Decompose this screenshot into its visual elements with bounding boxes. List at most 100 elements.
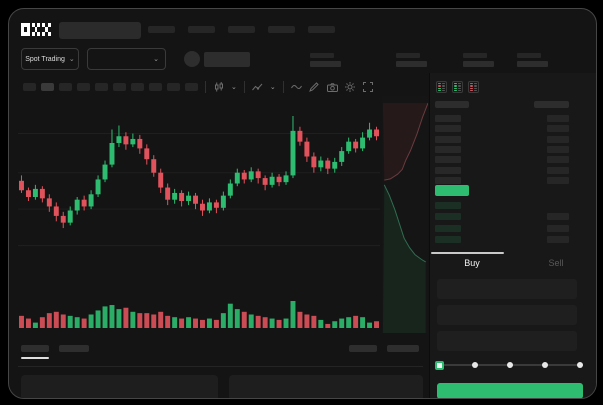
gear-icon[interactable] bbox=[345, 82, 356, 93]
nav-item[interactable] bbox=[148, 26, 175, 33]
timeframe-button[interactable] bbox=[95, 83, 108, 91]
candle-body bbox=[165, 187, 171, 200]
candle-body bbox=[353, 141, 359, 149]
candle-body bbox=[95, 179, 101, 195]
amount-field[interactable] bbox=[437, 305, 577, 325]
orderbook-bid-row[interactable] bbox=[430, 200, 596, 211]
volume-bar bbox=[193, 318, 198, 328]
orderbook-bid-row[interactable] bbox=[430, 211, 596, 222]
fullscreen-icon[interactable] bbox=[363, 82, 374, 93]
candle-body bbox=[339, 151, 345, 162]
bottom-tab-active[interactable] bbox=[21, 345, 49, 352]
ask-size-bar bbox=[547, 135, 569, 143]
nav-item[interactable] bbox=[228, 26, 255, 33]
bottom-tab[interactable] bbox=[59, 345, 89, 352]
tab-buy[interactable]: Buy bbox=[464, 258, 480, 268]
candle-body bbox=[123, 136, 129, 145]
ask-size-bar bbox=[547, 125, 569, 133]
orderbook-ask-row[interactable] bbox=[430, 175, 596, 186]
timeframe-button[interactable] bbox=[41, 83, 54, 91]
orderbook-bid-row[interactable] bbox=[430, 234, 596, 245]
bid-price-bar bbox=[435, 213, 461, 221]
volume-bar bbox=[318, 319, 324, 328]
chevron-down-icon: ⌄ bbox=[153, 55, 159, 63]
orderbook-ask-row[interactable] bbox=[430, 113, 596, 124]
book-sells-icon[interactable] bbox=[468, 81, 479, 93]
candle-body bbox=[241, 172, 247, 180]
price-chart[interactable] bbox=[18, 99, 380, 334]
stat-label-placeholder bbox=[517, 53, 541, 58]
bottom-control[interactable] bbox=[349, 345, 377, 352]
stat-value-placeholder bbox=[310, 61, 341, 67]
volume-bar bbox=[290, 301, 296, 328]
search-input[interactable] bbox=[59, 22, 141, 39]
candle-body bbox=[19, 180, 24, 191]
volume-bar bbox=[186, 317, 192, 328]
tab-sell[interactable]: Sell bbox=[548, 258, 564, 268]
timeframe-button[interactable] bbox=[59, 83, 72, 91]
book-combined-icon[interactable] bbox=[436, 81, 447, 93]
orderbook-ask-row[interactable] bbox=[430, 123, 596, 134]
book-buys-icon[interactable] bbox=[452, 81, 463, 93]
timeframe-button[interactable] bbox=[131, 83, 144, 91]
last-price-row[interactable] bbox=[435, 185, 469, 196]
nav-item[interactable] bbox=[268, 26, 295, 33]
buy-submit-button[interactable] bbox=[437, 383, 583, 398]
timeframe-button[interactable] bbox=[149, 83, 162, 91]
slider-stop[interactable] bbox=[507, 362, 513, 368]
volume-bar bbox=[346, 317, 352, 328]
toolbar-divider bbox=[282, 81, 284, 93]
volume-bar bbox=[206, 318, 212, 328]
pair-selector-dropdown[interactable]: ⌄ bbox=[87, 48, 166, 70]
total-field[interactable] bbox=[437, 331, 577, 351]
candle-body bbox=[88, 194, 94, 207]
orderbook-bid-row[interactable] bbox=[430, 223, 596, 234]
volume-bar bbox=[109, 305, 115, 328]
volume-bar bbox=[234, 309, 240, 328]
ask-size-bar bbox=[547, 176, 569, 184]
nav-item[interactable] bbox=[308, 26, 335, 33]
pencil-icon[interactable] bbox=[309, 82, 320, 93]
pair-name-placeholder bbox=[204, 52, 250, 67]
price-field[interactable] bbox=[437, 279, 577, 299]
orderbook-ask-row[interactable] bbox=[430, 144, 596, 155]
orderbook-ask-row[interactable] bbox=[430, 154, 596, 165]
volume-bar bbox=[179, 318, 185, 328]
bid-size-bar bbox=[547, 224, 569, 232]
slider-handle[interactable] bbox=[435, 360, 444, 370]
orderbook-ask-row[interactable] bbox=[430, 134, 596, 145]
depth-chart[interactable] bbox=[382, 96, 428, 333]
slider-stop[interactable] bbox=[577, 362, 583, 368]
orderbook-panel: Buy Sell bbox=[429, 73, 596, 398]
candle-style-icon[interactable] bbox=[213, 82, 224, 93]
slider-stop[interactable] bbox=[542, 362, 548, 368]
volume-bar bbox=[339, 318, 345, 328]
nav-item[interactable] bbox=[188, 26, 215, 33]
logo-letter-k bbox=[31, 23, 41, 36]
timeframe-button[interactable] bbox=[113, 83, 126, 91]
volume-bar bbox=[297, 311, 303, 328]
indicator-icon[interactable] bbox=[251, 82, 263, 93]
chevron-down-icon[interactable]: ⌄ bbox=[231, 83, 237, 91]
candle-body bbox=[227, 183, 233, 196]
market-type-dropdown[interactable]: Spot Trading ⌄ bbox=[21, 48, 79, 70]
chevron-down-icon[interactable]: ⌄ bbox=[269, 83, 276, 91]
timeframe-button[interactable] bbox=[77, 83, 90, 91]
okx-logo[interactable] bbox=[21, 23, 52, 36]
candle-body bbox=[220, 195, 226, 208]
ask-size-bar bbox=[547, 145, 569, 153]
bid-size-bar bbox=[547, 213, 569, 221]
wave-line-icon[interactable] bbox=[290, 82, 302, 93]
orderbook-ask-row[interactable] bbox=[430, 165, 596, 176]
timeframe-button[interactable] bbox=[185, 83, 198, 91]
panel-divider-handle[interactable] bbox=[431, 252, 504, 254]
candle-body bbox=[32, 188, 38, 197]
timeframe-button[interactable] bbox=[167, 83, 180, 91]
candle-body bbox=[39, 188, 45, 199]
candle-body bbox=[109, 143, 115, 165]
camera-icon[interactable] bbox=[326, 82, 338, 93]
slider-stop[interactable] bbox=[472, 362, 478, 368]
bottom-control[interactable] bbox=[387, 345, 419, 352]
timeframe-button[interactable] bbox=[23, 83, 36, 91]
bottom-right-controls bbox=[349, 345, 419, 352]
